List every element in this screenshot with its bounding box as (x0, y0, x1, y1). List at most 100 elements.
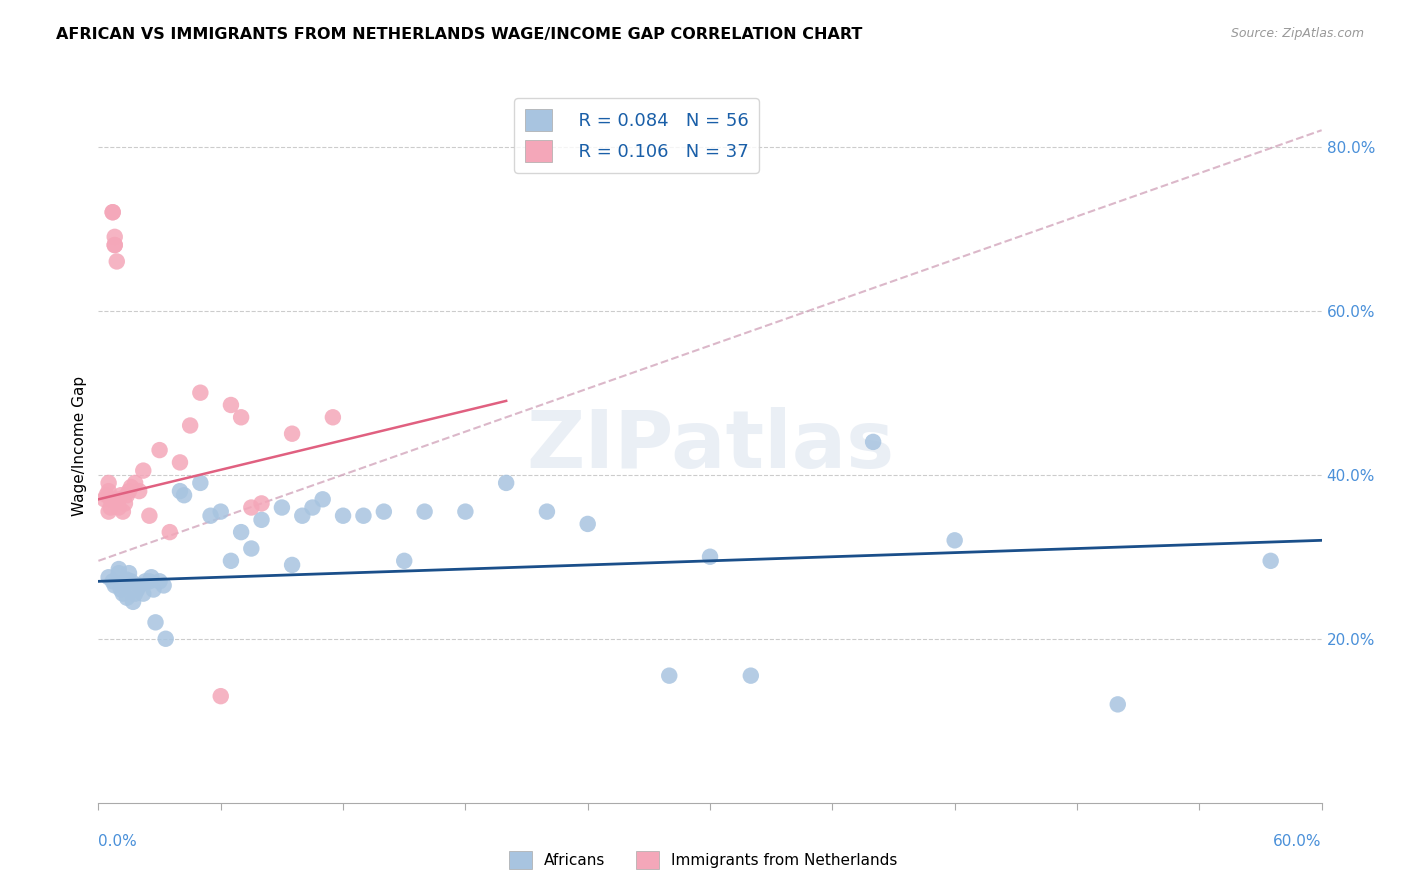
Point (108, 500, 131, 515)
Point (124, 475, 146, 490)
Point (97, 484, 120, 499)
Point (114, 496, 136, 510)
Point (536, 505, 558, 519)
Point (322, 410, 344, 425)
Point (101, 205, 124, 219)
Point (392, 554, 416, 568)
Point (128, 578, 150, 592)
Point (231, 410, 253, 425)
Point (209, 505, 232, 519)
Point (108, 492, 131, 507)
Point (862, 434, 884, 449)
Point (155, 632, 177, 646)
Point (110, 582, 132, 597)
Point (124, 587, 146, 601)
Point (209, 689, 232, 703)
Point (114, 576, 136, 591)
Point (111, 587, 134, 601)
Point (188, 385, 212, 400)
Point (132, 464, 155, 478)
Text: 60.0%: 60.0% (1274, 834, 1322, 848)
Point (128, 484, 150, 499)
Point (188, 475, 212, 490)
Point (127, 582, 149, 597)
Point (173, 488, 195, 502)
Point (134, 574, 156, 589)
Point (104, 578, 127, 592)
Point (101, 205, 124, 219)
Point (141, 570, 163, 584)
Point (138, 508, 160, 523)
Point (240, 541, 263, 556)
Point (179, 418, 201, 433)
Point (495, 475, 517, 490)
Point (270, 500, 294, 515)
Point (115, 488, 138, 502)
Point (118, 566, 141, 581)
Point (352, 508, 374, 523)
Point (115, 573, 138, 587)
Point (138, 574, 160, 589)
Point (169, 484, 191, 499)
Point (332, 508, 354, 523)
Point (128, 578, 150, 592)
Legend:   R = 0.084   N = 56,   R = 0.106   N = 37: R = 0.084 N = 56, R = 0.106 N = 37 (515, 98, 759, 173)
Point (576, 516, 599, 531)
Text: 0.0%: 0.0% (98, 834, 138, 848)
Point (373, 505, 395, 519)
Point (312, 492, 335, 507)
Point (108, 562, 131, 576)
Point (943, 533, 966, 548)
Point (413, 505, 436, 519)
Point (281, 558, 304, 572)
Point (97, 505, 120, 519)
Point (219, 554, 242, 568)
Text: AFRICAN VS IMMIGRANTS FROM NETHERLANDS WAGE/INCOME GAP CORRELATION CHART: AFRICAN VS IMMIGRANTS FROM NETHERLANDS W… (56, 27, 863, 42)
Text: ZIPatlas: ZIPatlas (526, 407, 894, 485)
Point (101, 574, 124, 589)
Point (104, 230, 127, 244)
Legend: Africans, Immigrants from Netherlands: Africans, Immigrants from Netherlands (502, 845, 904, 875)
Point (93, 492, 115, 507)
Point (118, 484, 141, 499)
Point (1260, 554, 1282, 568)
Point (740, 668, 762, 682)
Point (96, 488, 118, 502)
Point (115, 591, 138, 605)
Point (108, 566, 131, 581)
Point (100, 500, 122, 515)
Point (110, 488, 132, 502)
Point (100, 492, 122, 507)
Point (200, 508, 222, 523)
Point (104, 238, 127, 252)
Y-axis label: Wage/Income Gap: Wage/Income Gap (72, 376, 87, 516)
Point (240, 500, 263, 515)
Point (152, 578, 174, 592)
Point (250, 513, 273, 527)
Point (149, 574, 172, 589)
Point (219, 398, 242, 412)
Point (281, 426, 304, 441)
Text: Source: ZipAtlas.com: Source: ZipAtlas.com (1230, 27, 1364, 40)
Point (149, 443, 172, 458)
Point (1107, 698, 1129, 712)
Point (250, 496, 273, 510)
Point (105, 254, 128, 268)
Point (97, 475, 120, 490)
Point (142, 582, 165, 597)
Point (699, 549, 721, 564)
Point (120, 480, 142, 494)
Point (658, 668, 681, 682)
Point (104, 238, 127, 252)
Point (132, 587, 155, 601)
Point (111, 505, 134, 519)
Point (301, 500, 323, 515)
Point (231, 525, 253, 540)
Point (145, 615, 167, 630)
Point (97, 570, 120, 584)
Point (169, 455, 191, 469)
Point (120, 574, 142, 589)
Point (454, 505, 477, 519)
Point (159, 525, 181, 540)
Point (122, 595, 145, 609)
